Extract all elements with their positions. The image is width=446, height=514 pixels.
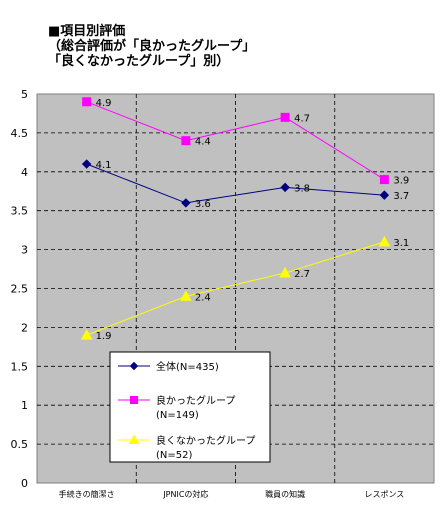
x-tick-label: レスポンス [364, 490, 404, 499]
data-point [130, 396, 138, 404]
y-tick-label: 2 [21, 321, 28, 334]
y-tick-label: 5 [21, 88, 28, 101]
y-tick-label: 4.5 [11, 127, 29, 140]
data-point [80, 329, 93, 340]
data-point [378, 235, 391, 247]
data-label: 3.6 [195, 199, 211, 210]
y-tick-label: 1.5 [11, 360, 29, 373]
data-point [129, 361, 139, 371]
y-tick-label: 3 [21, 244, 28, 257]
chart-title: ■項目別評価 （総合評価が「良かったグループ」 「良くなかったグループ」別） [48, 24, 255, 69]
data-label: 4.9 [96, 98, 112, 109]
legend-label: 全体(N=435) [156, 360, 219, 373]
y-tick-label: 0 [21, 477, 28, 490]
x-tick-label: JPNICの対応 [162, 489, 208, 499]
data-point [279, 266, 291, 278]
data-point [180, 290, 192, 301]
chart-title-line-1: ■項目別評価 [48, 24, 126, 39]
y-tick-label: 4 [21, 166, 28, 179]
data-label: 3.7 [393, 191, 409, 202]
y-tick-label: 0.5 [11, 438, 29, 451]
data-label: 3.9 [393, 176, 409, 187]
data-label: 4.7 [294, 113, 310, 124]
y-tick-label: 3.5 [11, 205, 29, 218]
data-point [81, 159, 92, 169]
data-label: 2.4 [195, 292, 211, 303]
data-label: 2.7 [294, 269, 310, 280]
y-tick-label: 1 [21, 399, 28, 412]
chart-title-line-2: （総合評価が「良かったグループ」 [48, 39, 256, 54]
data-label: 3.1 [393, 238, 409, 249]
data-point [181, 136, 191, 146]
legend-label: 良くなかったグループ [156, 434, 255, 447]
x-tick-label: 職員の知識 [265, 489, 305, 499]
data-point [82, 97, 92, 107]
chart-title-line-3: 「良くなかったグループ」別） [48, 54, 230, 69]
data-label: 4.4 [195, 137, 211, 148]
series-line [86, 241, 385, 336]
data-label: 1.9 [96, 331, 112, 342]
legend-label: 良かったグループ [156, 394, 235, 407]
data-point [181, 198, 191, 208]
data-label: 4.1 [96, 160, 112, 171]
data-label: 3.8 [294, 183, 310, 194]
series-line [86, 101, 385, 181]
legend-label-n: (N=52) [156, 450, 192, 461]
data-point [280, 112, 290, 122]
data-point [280, 182, 290, 193]
legend-label-n: (N=149) [156, 410, 199, 421]
data-point [379, 190, 390, 200]
y-tick-label: 2.5 [11, 283, 29, 296]
data-point [128, 434, 140, 444]
series-line [86, 163, 385, 204]
x-tick-label: 手続きの簡潔さ [59, 489, 115, 499]
data-point [379, 175, 389, 185]
